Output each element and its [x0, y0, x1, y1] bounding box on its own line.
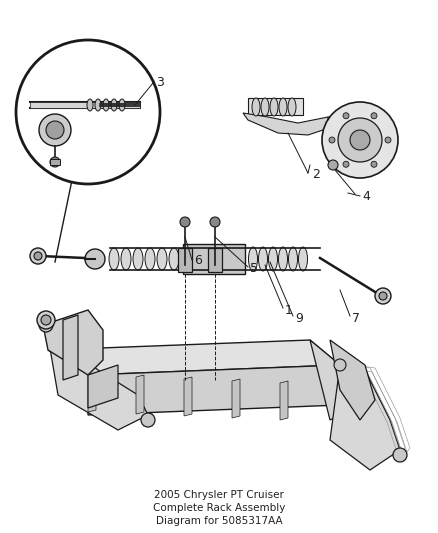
Circle shape — [385, 137, 391, 143]
Ellipse shape — [87, 99, 93, 111]
Text: Complete Rack Assembly: Complete Rack Assembly — [153, 503, 285, 513]
Circle shape — [39, 114, 71, 146]
Ellipse shape — [169, 248, 179, 270]
Polygon shape — [30, 102, 140, 108]
Polygon shape — [232, 379, 240, 418]
Polygon shape — [184, 377, 192, 416]
Ellipse shape — [248, 247, 258, 271]
Circle shape — [350, 130, 370, 150]
Polygon shape — [46, 325, 148, 430]
Text: Diagram for 5085317AA: Diagram for 5085317AA — [155, 516, 283, 526]
Circle shape — [141, 413, 155, 427]
Ellipse shape — [145, 248, 155, 270]
Circle shape — [338, 118, 382, 162]
Circle shape — [180, 217, 190, 227]
Polygon shape — [280, 381, 288, 420]
Ellipse shape — [95, 99, 101, 111]
Ellipse shape — [111, 99, 117, 111]
Ellipse shape — [258, 247, 268, 271]
Circle shape — [322, 102, 398, 178]
Circle shape — [371, 113, 377, 119]
Polygon shape — [183, 244, 245, 274]
Polygon shape — [330, 365, 400, 470]
Ellipse shape — [133, 248, 143, 270]
Ellipse shape — [252, 98, 260, 116]
Ellipse shape — [288, 98, 296, 116]
Polygon shape — [48, 340, 340, 375]
Circle shape — [329, 137, 335, 143]
Ellipse shape — [289, 247, 297, 271]
Circle shape — [50, 157, 60, 167]
Circle shape — [39, 318, 53, 332]
Ellipse shape — [268, 247, 278, 271]
Circle shape — [30, 248, 46, 264]
Polygon shape — [208, 248, 222, 272]
Text: 1: 1 — [285, 303, 293, 317]
Circle shape — [343, 113, 349, 119]
Polygon shape — [88, 365, 340, 415]
Ellipse shape — [270, 98, 278, 116]
Circle shape — [16, 40, 160, 184]
Circle shape — [37, 311, 55, 329]
Circle shape — [371, 161, 377, 167]
Circle shape — [375, 288, 391, 304]
Polygon shape — [243, 113, 338, 135]
Polygon shape — [310, 340, 350, 420]
Circle shape — [328, 160, 338, 170]
Polygon shape — [178, 248, 192, 272]
Circle shape — [85, 249, 105, 269]
Ellipse shape — [121, 248, 131, 270]
Polygon shape — [248, 98, 303, 115]
Text: 9: 9 — [295, 311, 303, 325]
Ellipse shape — [261, 98, 269, 116]
Text: 3: 3 — [156, 76, 164, 88]
Ellipse shape — [119, 99, 125, 111]
Polygon shape — [50, 159, 60, 165]
Circle shape — [334, 359, 346, 371]
Polygon shape — [330, 340, 375, 420]
Text: 5: 5 — [250, 262, 258, 274]
Polygon shape — [136, 375, 144, 414]
Ellipse shape — [103, 99, 109, 111]
Circle shape — [41, 315, 51, 325]
Text: 2005 Chrysler PT Cruiser: 2005 Chrysler PT Cruiser — [154, 490, 284, 500]
Circle shape — [34, 252, 42, 260]
Polygon shape — [43, 310, 103, 375]
Text: 2: 2 — [312, 168, 320, 182]
Text: 4: 4 — [362, 190, 370, 203]
Ellipse shape — [109, 248, 119, 270]
Polygon shape — [63, 315, 78, 380]
Circle shape — [393, 448, 407, 462]
Ellipse shape — [279, 98, 287, 116]
Circle shape — [210, 217, 220, 227]
Polygon shape — [88, 373, 96, 412]
Circle shape — [343, 161, 349, 167]
Text: 6: 6 — [194, 254, 202, 268]
Ellipse shape — [299, 247, 307, 271]
Circle shape — [46, 121, 64, 139]
Polygon shape — [88, 365, 118, 408]
Text: 7: 7 — [352, 311, 360, 325]
Polygon shape — [326, 117, 338, 150]
Ellipse shape — [157, 248, 167, 270]
Circle shape — [379, 292, 387, 300]
Ellipse shape — [279, 247, 287, 271]
